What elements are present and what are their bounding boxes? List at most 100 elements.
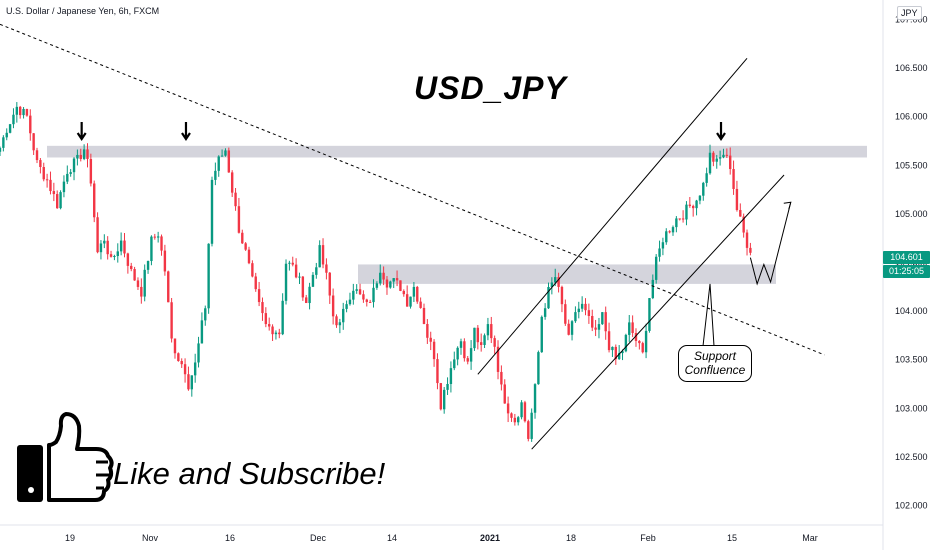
candle-body: [651, 279, 655, 299]
candle-body: [173, 338, 177, 354]
support-zone: [358, 264, 776, 284]
candle-body: [729, 155, 732, 170]
candle-body: [355, 289, 358, 291]
candle-body: [352, 290, 355, 300]
candle-body: [133, 269, 136, 281]
down-arrow-marker: [716, 122, 726, 141]
candle-body: [210, 179, 214, 244]
candle-body: [523, 402, 527, 422]
candle-body: [365, 299, 368, 302]
candle-body: [187, 374, 190, 390]
candle-body: [496, 346, 500, 372]
candle-body: [665, 231, 668, 243]
candle-body: [621, 351, 624, 354]
candle-body: [395, 278, 399, 281]
candle-body: [688, 204, 692, 206]
candle-body: [732, 169, 735, 189]
projection-arrowhead: [783, 201, 792, 210]
time-tick-label: Nov: [142, 533, 159, 543]
candle-body: [644, 330, 648, 353]
candle-body: [294, 264, 298, 278]
candle-body: [456, 347, 459, 360]
candle-body: [712, 152, 715, 162]
candle-body: [698, 195, 702, 201]
candle-body: [591, 315, 594, 328]
projection-path: [749, 202, 792, 286]
candle-body: [368, 301, 372, 303]
candle-body: [244, 243, 247, 250]
candle-body: [641, 343, 644, 353]
candle-body: [247, 249, 251, 264]
candle-body: [113, 256, 116, 258]
time-tick-label: 14: [387, 533, 397, 543]
zones-layer: [47, 145, 867, 284]
candle-body: [385, 279, 389, 288]
callout-line-1: Support: [693, 349, 737, 363]
channel-lower-line: [531, 174, 785, 450]
candle-body: [567, 323, 570, 335]
candle-body: [106, 240, 109, 255]
arrow-markers-layer: [76, 122, 726, 141]
candle-body: [45, 179, 49, 181]
candle-body: [18, 106, 22, 116]
candle-body: [0, 147, 2, 152]
time-tick-label: 2021: [480, 533, 500, 543]
currency-badge[interactable]: JPY: [897, 6, 922, 20]
candle-body: [520, 402, 523, 418]
candle-body: [557, 277, 560, 287]
price-tick-label: 105.000: [895, 209, 928, 219]
candle-body: [183, 364, 187, 375]
candle-body: [476, 327, 480, 343]
candle-body: [234, 192, 237, 207]
candle-body: [126, 253, 130, 266]
candle-body: [338, 322, 342, 326]
candle-body: [264, 313, 268, 325]
candle-body: [459, 341, 463, 348]
candle-body: [130, 265, 133, 270]
candle-body: [321, 245, 325, 265]
candle-body: [163, 250, 167, 272]
candle-body: [453, 359, 456, 369]
candle-body: [550, 282, 554, 288]
time-tick-label: Feb: [640, 533, 656, 543]
candle-body: [25, 109, 29, 116]
chart-title: USD_JPY: [414, 70, 567, 106]
candle-body: [718, 157, 722, 159]
candle-body: [483, 335, 486, 345]
candle-body: [449, 368, 453, 384]
candle-body: [379, 272, 382, 284]
candle-body: [517, 417, 520, 423]
candle-body: [510, 413, 513, 418]
candle-body: [671, 227, 675, 233]
candle-body: [486, 324, 490, 336]
down-arrow-marker: [76, 122, 87, 141]
candle-body: [739, 209, 742, 217]
thumbs-up-icon: [17, 412, 114, 502]
candle-body: [59, 192, 62, 209]
price-tick-label: 106.500: [895, 63, 928, 73]
candle-body: [631, 322, 634, 333]
candle-body: [402, 290, 405, 295]
candle-body: [167, 271, 170, 303]
candle-body: [503, 384, 506, 404]
candle-body: [691, 205, 695, 209]
last-price-tag: 104.601: [883, 251, 930, 264]
candle-body: [745, 232, 749, 248]
candle-body: [5, 132, 8, 138]
candle-body: [685, 204, 688, 220]
candle-body: [617, 353, 621, 360]
candle-body: [695, 200, 698, 209]
candle-body: [288, 262, 291, 264]
time-axis[interactable]: 19 Nov 16 Dec 14 2021 18 Feb 15 Mar: [65, 533, 818, 543]
candle-body: [479, 342, 483, 345]
candle-body: [274, 332, 278, 335]
candle-body: [268, 324, 271, 327]
candle-body: [140, 286, 143, 297]
candle-body: [597, 324, 601, 330]
candle-body: [702, 182, 705, 196]
candle-body: [681, 218, 685, 220]
callout-pointer: [702, 283, 715, 347]
candle-body: [315, 267, 318, 275]
candle-body: [69, 172, 72, 174]
